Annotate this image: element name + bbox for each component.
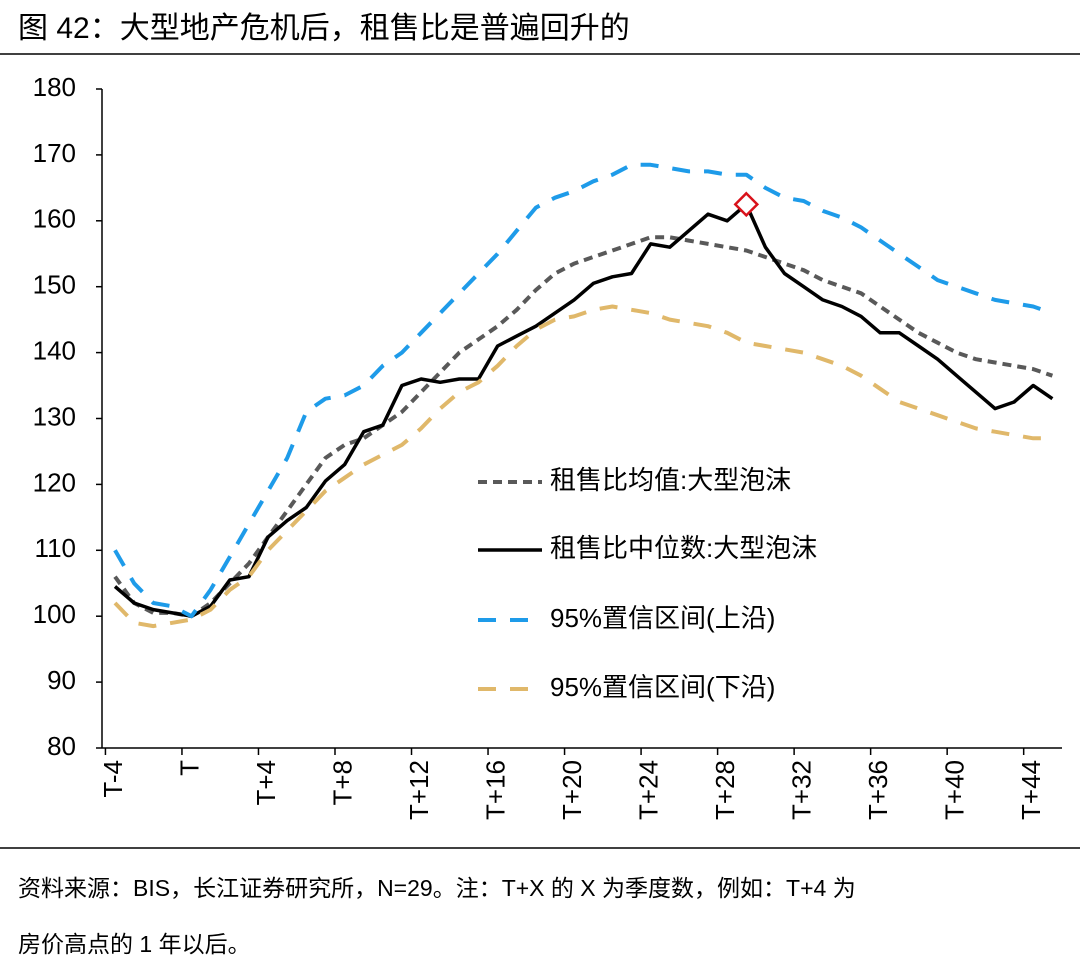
source-note: 资料来源：BIS，长江证券研究所，N=29。注：T+X 的 X 为季度数，例如：… bbox=[18, 875, 856, 901]
line-series bbox=[113, 162, 1054, 619]
y-tick-label: 80 bbox=[47, 731, 76, 761]
line-series bbox=[113, 202, 1054, 618]
x-tick-label: T+28 bbox=[710, 760, 740, 820]
x-tick-label: T+40 bbox=[940, 760, 970, 820]
x-tick-label: T+36 bbox=[863, 760, 893, 820]
y-tick-label: 170 bbox=[33, 138, 76, 168]
x-tick-label: T+32 bbox=[787, 760, 817, 820]
source-note: 房价高点的 1 年以后。 bbox=[18, 931, 251, 957]
y-tick-label: 180 bbox=[33, 72, 76, 102]
y-tick-label: 150 bbox=[33, 270, 76, 300]
y-tick-label: 110 bbox=[35, 533, 76, 563]
y-tick-label: 120 bbox=[33, 467, 76, 497]
legend-label: 租售比均值:大型泡沫 bbox=[550, 465, 791, 495]
x-tick-label: T+8 bbox=[327, 760, 357, 806]
line-series bbox=[113, 304, 1053, 629]
x-tick-label: T+12 bbox=[404, 760, 434, 820]
x-tick-label: T-4 bbox=[98, 760, 128, 798]
y-tick-label: 160 bbox=[33, 204, 76, 234]
legend-label: 95%置信区间(下沿) bbox=[550, 672, 775, 702]
x-tick-label: T+24 bbox=[634, 760, 664, 820]
chart-title: 图 42：大型地产危机后，租售比是普遍回升的 bbox=[18, 12, 630, 45]
legend-label: 95%置信区间(上沿) bbox=[550, 603, 775, 633]
y-tick-label: 140 bbox=[33, 335, 76, 365]
highlight-marker bbox=[733, 191, 760, 218]
y-tick-label: 130 bbox=[33, 401, 76, 431]
x-tick-label: T+20 bbox=[557, 760, 587, 820]
line-series bbox=[113, 235, 1054, 619]
legend-label: 租售比中位数:大型泡沫 bbox=[550, 533, 817, 563]
y-tick-label: 100 bbox=[33, 599, 76, 629]
x-tick-label: T+4 bbox=[251, 760, 281, 806]
x-tick-label: T bbox=[174, 760, 204, 776]
y-tick-label: 90 bbox=[47, 665, 76, 695]
x-tick-label: T+44 bbox=[1016, 760, 1046, 820]
x-tick-label: T+16 bbox=[480, 760, 510, 820]
